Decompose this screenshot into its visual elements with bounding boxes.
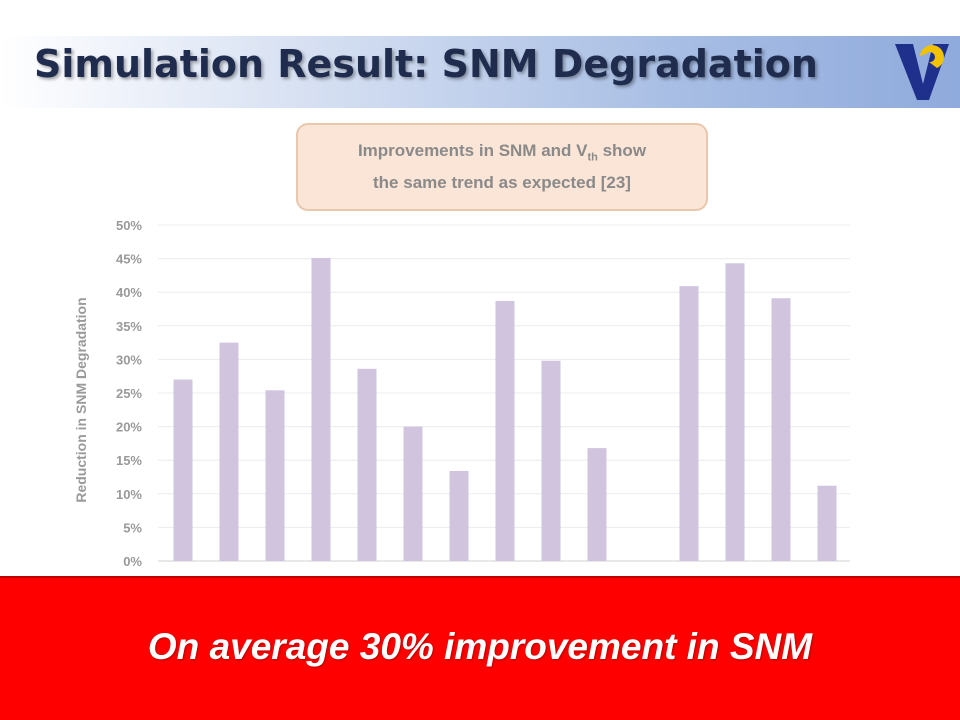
logo-icon bbox=[895, 44, 949, 100]
y-tick-label: 10% bbox=[116, 487, 142, 502]
y-tick-label: 15% bbox=[116, 453, 142, 468]
y-tick-label: 20% bbox=[116, 420, 142, 435]
bar bbox=[357, 368, 377, 561]
y-tick-label: 0% bbox=[123, 554, 142, 569]
callout-box: Improvements in SNM and Vth show the sam… bbox=[296, 123, 708, 211]
y-tick-label: 40% bbox=[116, 285, 142, 300]
bar bbox=[173, 379, 193, 561]
bar-chart: 0% 5% 10% 15% 20% 25% 30% 35% 40% 45% 50% Reductio… bbox=[73, 218, 850, 569]
bar bbox=[311, 257, 331, 561]
y-tick-label: 50% bbox=[116, 218, 142, 233]
y-tick-label: 25% bbox=[116, 386, 142, 401]
bar bbox=[817, 485, 837, 561]
bar bbox=[725, 263, 745, 561]
y-tick-label: 30% bbox=[116, 352, 142, 367]
bar bbox=[219, 342, 239, 561]
slide-title: Simulation Result: SNM Degradation bbox=[34, 42, 818, 86]
y-axis-label: Reduction in SNM Degradation bbox=[73, 297, 89, 502]
bar bbox=[541, 360, 561, 561]
callout-line1-sub: th bbox=[587, 151, 598, 164]
bar bbox=[495, 300, 515, 561]
bar bbox=[679, 286, 699, 561]
callout-line1-post: show bbox=[597, 140, 647, 160]
bar bbox=[403, 426, 423, 561]
bar bbox=[449, 470, 469, 561]
callout-line2: the same trend as expected [23] bbox=[373, 173, 631, 193]
y-tick-label: 35% bbox=[116, 319, 142, 334]
y-tick-label: 45% bbox=[116, 252, 142, 267]
footer-text: On average 30% improvement in SNM bbox=[147, 626, 813, 667]
bar bbox=[587, 448, 607, 561]
y-tick-label: 5% bbox=[123, 520, 142, 535]
footer-box bbox=[0, 576, 960, 720]
bar bbox=[265, 390, 285, 561]
title-band bbox=[0, 36, 960, 108]
callout-line1-pre: Improvements in SNM and V bbox=[357, 140, 588, 160]
bar bbox=[771, 298, 791, 561]
